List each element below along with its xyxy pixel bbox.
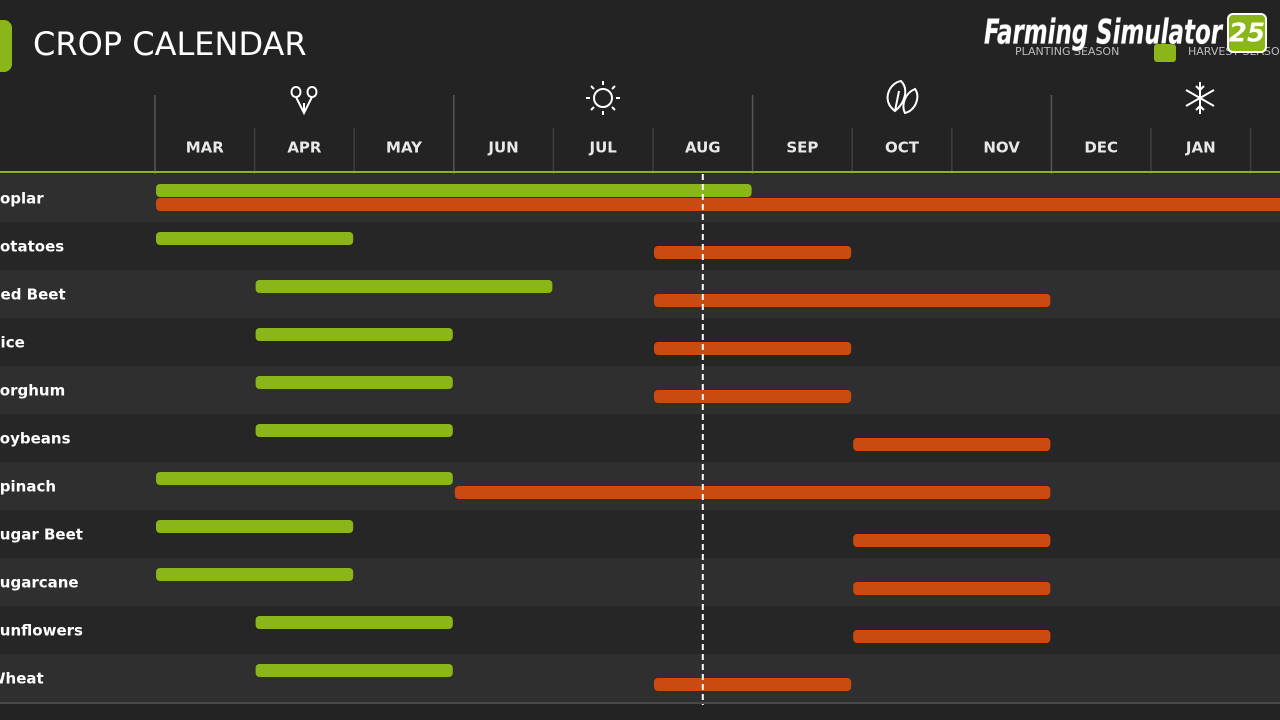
planting-bar <box>255 664 453 677</box>
month-label: MAR <box>186 139 225 157</box>
month-label: DEC <box>1084 139 1118 157</box>
row-stripe <box>0 654 1280 702</box>
crop-name: Potatoes <box>0 238 64 256</box>
planting-bar <box>255 616 453 629</box>
row-stripe <box>0 510 1280 558</box>
logo-number: 25 <box>1229 19 1265 49</box>
month-label: NOV <box>983 139 1020 157</box>
planting-bar <box>156 568 354 581</box>
harvest-bar <box>654 678 852 691</box>
calendar-rows: Poplar Potatoes Red Beet Rice Sorghum Soybean… <box>0 174 1280 702</box>
harvest-bar <box>654 294 1051 307</box>
planting-bar <box>255 376 453 389</box>
winter-icon <box>1185 82 1215 114</box>
row-stripe <box>0 366 1280 414</box>
crop-name: Sorghum <box>0 382 65 400</box>
month-label: APR <box>287 139 322 157</box>
crop-name: Sugarcane <box>0 574 79 592</box>
crop-name: Sunflowers <box>0 622 83 640</box>
harvest-bar <box>853 630 1051 643</box>
month-label: JUL <box>589 139 618 157</box>
month-label: JUN <box>487 139 518 157</box>
month-label: SEP <box>786 139 818 157</box>
autumn-icon <box>886 79 919 115</box>
month-label: AUG <box>685 139 721 157</box>
harvest-bar <box>654 246 852 259</box>
month-label: JAN <box>1185 139 1216 157</box>
crop-name: Soybeans <box>0 430 71 448</box>
harvest-bar <box>454 486 1051 499</box>
row-stripe <box>0 606 1280 654</box>
harvest-bar <box>654 342 852 355</box>
crop-name: Sugar Beet <box>0 526 83 544</box>
row-stripe <box>0 270 1280 318</box>
planting-bar <box>255 328 453 341</box>
crop-name: Poplar <box>0 190 44 208</box>
summer-icon <box>586 81 620 115</box>
planting-bar <box>255 424 453 437</box>
row-stripe <box>0 318 1280 366</box>
logo-badge <box>1227 13 1267 53</box>
crop-name: Spinach <box>0 478 56 496</box>
harvest-bar <box>853 534 1051 547</box>
legend-planting-swatch <box>1154 44 1176 62</box>
crop-name: Red Beet <box>0 286 66 304</box>
spring-icon <box>290 86 318 116</box>
planting-bar <box>156 520 354 533</box>
logo-text: Farming Simulator <box>984 13 1224 53</box>
planting-bar <box>156 184 752 197</box>
legend-planting: PLANTING SEASON <box>1015 45 1119 58</box>
harvest-bar <box>654 390 852 403</box>
crop-name: Rice <box>0 334 25 352</box>
row-stripe <box>0 414 1280 462</box>
crop-name: Wheat <box>0 670 44 688</box>
planting-bar <box>156 472 453 485</box>
planting-bar <box>156 232 354 245</box>
menu-icon <box>0 20 12 72</box>
harvest-bar <box>853 438 1051 451</box>
harvest-bar <box>853 582 1051 595</box>
month-label: OCT <box>885 139 920 157</box>
row-stripe <box>0 222 1280 270</box>
page-title: CROP CALENDAR <box>33 25 307 63</box>
season-icons <box>290 79 1215 116</box>
harvest-bar <box>156 198 1280 211</box>
planting-bar <box>255 280 553 293</box>
row-stripe <box>0 558 1280 606</box>
month-label: MAY <box>386 139 423 157</box>
